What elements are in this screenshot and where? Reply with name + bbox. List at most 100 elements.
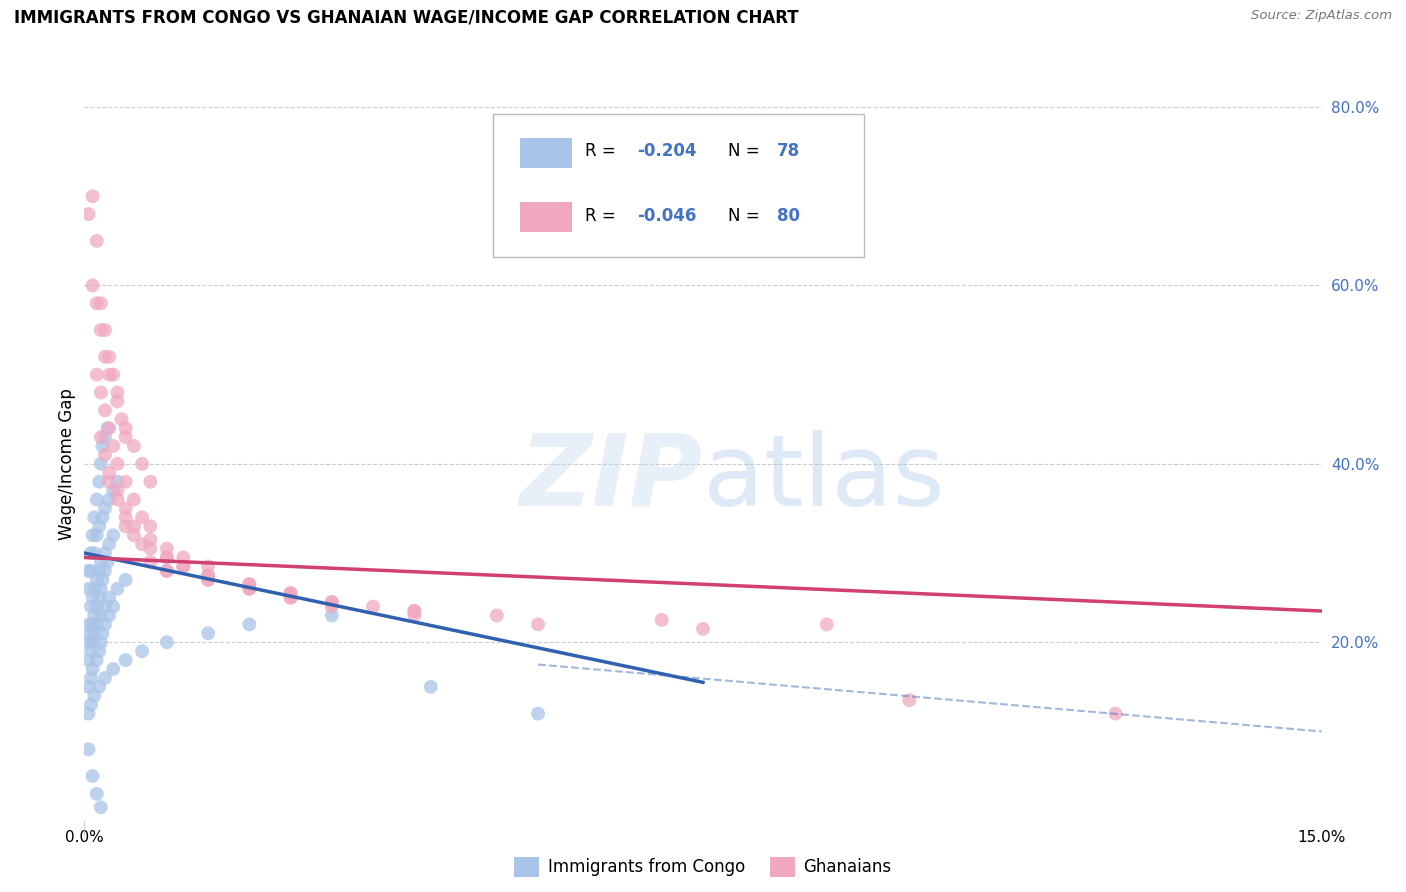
Point bbox=[91, 626, 114, 640]
Point bbox=[103, 483, 125, 498]
Point bbox=[419, 680, 441, 694]
Point bbox=[94, 564, 117, 578]
Point bbox=[156, 550, 179, 565]
Point bbox=[139, 541, 162, 556]
Point bbox=[139, 475, 162, 489]
Point bbox=[156, 550, 179, 565]
Point bbox=[94, 430, 117, 444]
Point bbox=[238, 617, 260, 632]
Point bbox=[172, 550, 194, 565]
Point bbox=[105, 492, 128, 507]
Point bbox=[651, 613, 673, 627]
Point bbox=[131, 644, 153, 658]
Point bbox=[80, 644, 103, 658]
Point bbox=[82, 591, 104, 605]
Point bbox=[114, 421, 136, 435]
Point bbox=[83, 582, 105, 596]
Point bbox=[82, 617, 104, 632]
Point bbox=[94, 617, 117, 632]
Point bbox=[139, 533, 162, 547]
Text: N =: N = bbox=[728, 143, 765, 161]
Point bbox=[361, 599, 384, 614]
Point bbox=[238, 582, 260, 596]
Point bbox=[105, 457, 128, 471]
Point bbox=[197, 573, 219, 587]
Point bbox=[82, 189, 104, 203]
Point bbox=[82, 769, 104, 783]
Legend: Immigrants from Congo, Ghanaians: Immigrants from Congo, Ghanaians bbox=[508, 850, 898, 884]
Point bbox=[105, 475, 128, 489]
Point bbox=[83, 608, 105, 623]
Point bbox=[98, 368, 121, 382]
Point bbox=[89, 519, 111, 533]
Point bbox=[404, 604, 426, 618]
Point bbox=[122, 519, 145, 533]
Point bbox=[103, 662, 125, 676]
Point bbox=[197, 626, 219, 640]
Point bbox=[815, 617, 838, 632]
FancyBboxPatch shape bbox=[520, 202, 572, 232]
Point bbox=[527, 617, 550, 632]
Point bbox=[96, 555, 118, 569]
Text: -0.046: -0.046 bbox=[637, 207, 697, 225]
Point bbox=[103, 439, 125, 453]
Text: -0.204: -0.204 bbox=[637, 143, 697, 161]
Point bbox=[94, 671, 117, 685]
Point bbox=[321, 599, 343, 614]
Point bbox=[98, 492, 121, 507]
Point bbox=[156, 541, 179, 556]
Point bbox=[404, 604, 426, 618]
Point bbox=[98, 591, 121, 605]
Point bbox=[82, 278, 104, 293]
Y-axis label: Wage/Income Gap: Wage/Income Gap bbox=[58, 388, 76, 540]
Point bbox=[197, 568, 219, 582]
Point bbox=[122, 528, 145, 542]
Point bbox=[131, 510, 153, 524]
Point bbox=[77, 564, 100, 578]
FancyBboxPatch shape bbox=[520, 137, 572, 168]
Point bbox=[98, 421, 121, 435]
Point bbox=[114, 475, 136, 489]
Point bbox=[105, 385, 128, 400]
Point bbox=[77, 617, 100, 632]
Point bbox=[103, 368, 125, 382]
Point bbox=[80, 546, 103, 560]
Point bbox=[90, 296, 112, 310]
Text: 78: 78 bbox=[778, 143, 800, 161]
Point bbox=[83, 546, 105, 560]
Point bbox=[86, 492, 108, 507]
Point bbox=[527, 706, 550, 721]
Point bbox=[98, 350, 121, 364]
Point bbox=[156, 635, 179, 649]
Point bbox=[77, 706, 100, 721]
Point bbox=[321, 595, 343, 609]
Point bbox=[90, 582, 112, 596]
Text: IMMIGRANTS FROM CONGO VS GHANAIAN WAGE/INCOME GAP CORRELATION CHART: IMMIGRANTS FROM CONGO VS GHANAIAN WAGE/I… bbox=[14, 9, 799, 27]
Point bbox=[77, 742, 100, 756]
Point bbox=[131, 457, 153, 471]
Point bbox=[114, 653, 136, 667]
Point bbox=[94, 501, 117, 516]
Point bbox=[77, 635, 100, 649]
Point bbox=[77, 653, 100, 667]
Point bbox=[80, 671, 103, 685]
Point bbox=[114, 519, 136, 533]
Point bbox=[197, 573, 219, 587]
Text: atlas: atlas bbox=[703, 430, 945, 526]
Point bbox=[83, 626, 105, 640]
Text: ZIP: ZIP bbox=[520, 430, 703, 526]
Point bbox=[1104, 706, 1126, 721]
Point bbox=[90, 608, 112, 623]
Point bbox=[82, 662, 104, 676]
Point bbox=[79, 626, 101, 640]
Point bbox=[94, 403, 117, 417]
Point bbox=[280, 591, 302, 605]
Point bbox=[105, 483, 128, 498]
Point bbox=[98, 466, 121, 480]
Point bbox=[86, 234, 108, 248]
Point bbox=[280, 586, 302, 600]
Point bbox=[94, 323, 117, 337]
Point bbox=[485, 608, 508, 623]
Point bbox=[89, 591, 111, 605]
Point bbox=[321, 595, 343, 609]
